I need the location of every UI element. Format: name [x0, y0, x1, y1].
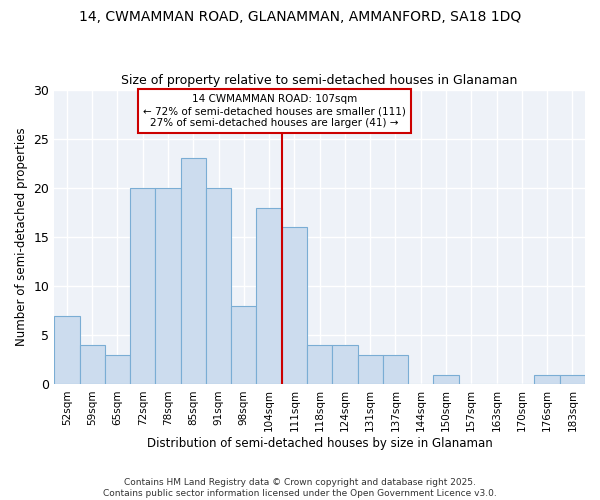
- Bar: [282, 227, 307, 384]
- Bar: [231, 306, 256, 384]
- Bar: [130, 188, 155, 384]
- Bar: [80, 345, 105, 385]
- Bar: [256, 208, 282, 384]
- Bar: [181, 158, 206, 384]
- Text: 14, CWMAMMAN ROAD, GLANAMMAN, AMMANFORD, SA18 1DQ: 14, CWMAMMAN ROAD, GLANAMMAN, AMMANFORD,…: [79, 10, 521, 24]
- Text: Contains HM Land Registry data © Crown copyright and database right 2025.
Contai: Contains HM Land Registry data © Crown c…: [103, 478, 497, 498]
- Bar: [383, 355, 408, 384]
- Bar: [332, 345, 358, 385]
- Bar: [155, 188, 181, 384]
- Bar: [105, 355, 130, 384]
- Title: Size of property relative to semi-detached houses in Glanaman: Size of property relative to semi-detach…: [121, 74, 518, 87]
- Y-axis label: Number of semi-detached properties: Number of semi-detached properties: [15, 128, 28, 346]
- Bar: [54, 316, 80, 384]
- Bar: [307, 345, 332, 385]
- X-axis label: Distribution of semi-detached houses by size in Glanaman: Distribution of semi-detached houses by …: [147, 437, 493, 450]
- Text: 14 CWMAMMAN ROAD: 107sqm
← 72% of semi-detached houses are smaller (111)
27% of : 14 CWMAMMAN ROAD: 107sqm ← 72% of semi-d…: [143, 94, 406, 128]
- Bar: [535, 374, 560, 384]
- Bar: [560, 374, 585, 384]
- Bar: [206, 188, 231, 384]
- Bar: [358, 355, 383, 384]
- Bar: [433, 374, 458, 384]
